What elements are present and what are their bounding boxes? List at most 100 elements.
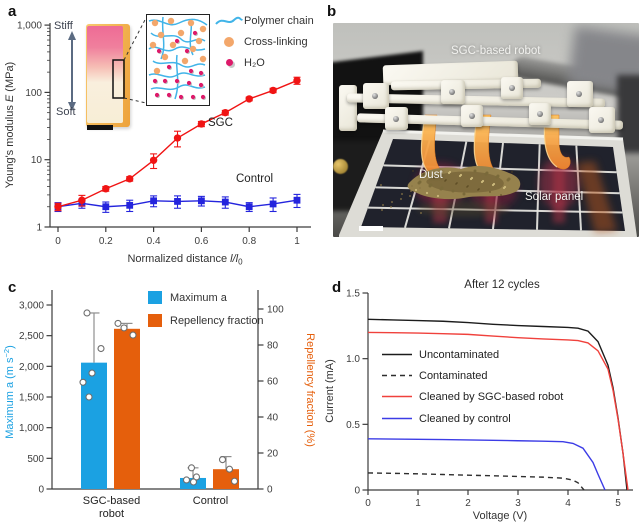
svg-text:4: 4 (565, 498, 571, 509)
bar-chart: 0 500 1,000 1,500 2,000 2,500 3,000 0 20 40 60 80 10… (2, 290, 316, 520)
svg-text:Maximum a (m s−2): Maximum a (m s−2) (2, 345, 16, 439)
polymer-network-inset-box (146, 14, 210, 106)
screw-icon (508, 85, 515, 92)
screw-icon (372, 92, 379, 99)
panel-d: 0 1 2 3 4 5 0 0.5 1.0 1.5 After 12 cycles Voltage (… (320, 270, 640, 523)
clamp-cube (567, 81, 593, 107)
svg-text:Young's modulus E (MPa): Young's modulus E (MPa) (4, 62, 16, 188)
svg-text:1.0: 1.0 (346, 354, 360, 365)
svg-text:1.5: 1.5 (346, 289, 360, 300)
legend-label-maximum-a: Maximum a (170, 291, 227, 304)
panel-c-label: c (8, 279, 17, 296)
legend-row-cross-linking: Cross-linking (214, 31, 314, 52)
svg-text:0: 0 (365, 498, 371, 509)
svg-text:0.6: 0.6 (194, 236, 208, 247)
svg-text:3: 3 (515, 498, 521, 509)
svg-text:1: 1 (415, 498, 421, 509)
svg-text:100: 100 (25, 88, 42, 99)
legend-row-polymer-chain: Polymer chain (214, 10, 314, 31)
svg-text:60: 60 (267, 377, 279, 388)
screw-icon (449, 89, 456, 96)
svg-text:80: 80 (267, 341, 279, 352)
cross-linking-icon (224, 36, 234, 47)
panel-c: 0 500 1,000 1,500 2,000 2,500 3,000 0 20 40 60 80 10… (0, 270, 330, 523)
svg-text:2,500: 2,500 (19, 331, 44, 342)
scale-bar (359, 226, 383, 231)
panel-b-label: b (327, 3, 337, 20)
svg-text:2,000: 2,000 (19, 362, 44, 373)
gel-pink-gradient (87, 26, 123, 123)
photo-sgc-robot-on-solar-panel: SGC-based robot Dust Solar panel (333, 23, 639, 237)
robot-frame-left-bracket (339, 85, 357, 131)
svg-text:10: 10 (31, 155, 43, 166)
svg-text:Cleaned by SGC-based robot: Cleaned by SGC-based robot (419, 391, 563, 403)
svg-text:0: 0 (38, 485, 44, 496)
photo-label-solar-panel: Solar panel (525, 191, 584, 203)
svg-text:Contaminated: Contaminated (419, 370, 488, 382)
svg-text:500: 500 (27, 454, 44, 465)
svg-text:100: 100 (267, 305, 284, 316)
legend-row-repellency: Repellency fraction (148, 309, 264, 332)
screw-icon (598, 116, 605, 123)
legend-label-repellency: Repellency fraction (170, 314, 264, 327)
svg-text:Current (mA): Current (mA) (324, 359, 336, 423)
svg-text:5: 5 (615, 498, 621, 509)
clamp-cube (385, 107, 408, 130)
solar-panel-strips-dust-art (339, 114, 637, 237)
svg-text:0.2: 0.2 (99, 236, 113, 247)
svg-text:1,500: 1,500 (19, 393, 44, 404)
svg-text:1,000: 1,000 (17, 21, 42, 32)
clamp-cube (589, 107, 615, 133)
svg-text:robot: robot (99, 508, 124, 520)
clamp-cube (441, 80, 465, 104)
panel-a-label: a (8, 3, 17, 20)
svg-text:Control: Control (193, 495, 228, 507)
svg-text:Normalized distance l/l0: Normalized distance l/l0 (127, 253, 243, 267)
svg-text:0: 0 (267, 485, 273, 496)
svg-text:1: 1 (294, 236, 300, 247)
polymer-network-art (148, 16, 208, 100)
polymer-chain-icon (214, 15, 244, 27)
legend-row-h2o: H₂O (214, 52, 314, 73)
svg-text:Uncontaminated: Uncontaminated (419, 349, 499, 361)
legend-label-h2o: H₂O (244, 56, 265, 69)
panel-a: 1 10 100 1,000 0 0.2 0.4 0.6 0.8 1 Normalized dist… (0, 0, 330, 270)
svg-text:0: 0 (55, 236, 61, 247)
svg-text:Control: Control (236, 173, 273, 185)
brass-knob (333, 159, 348, 174)
soft-label: Soft (56, 106, 76, 118)
legend-row-maximum-a: Maximum a (148, 286, 264, 309)
modulus-chart: 1 10 100 1,000 0 0.2 0.4 0.6 0.8 1 Normalized dist… (4, 21, 311, 267)
svg-text:Voltage (V): Voltage (V) (473, 510, 527, 522)
svg-text:0.8: 0.8 (242, 236, 256, 247)
inset-legend: Polymer chain Cross-linking H₂O (214, 10, 314, 73)
svg-text:0.5: 0.5 (346, 420, 360, 431)
photo-label-robot: SGC-based robot (451, 45, 541, 57)
panel-d-label: d (332, 279, 342, 296)
clamp-cube (461, 105, 483, 127)
svg-text:40: 40 (267, 413, 279, 424)
svg-text:SGC-based: SGC-based (83, 495, 140, 507)
clamp-cube (529, 103, 551, 125)
svg-text:0.4: 0.4 (147, 236, 161, 247)
dark-machine-right-edge (617, 75, 639, 153)
svg-text:After 12 cycles: After 12 cycles (464, 279, 540, 291)
h2o-icon (225, 59, 233, 66)
bar-chart-legend: Maximum a Repellency fraction (148, 286, 264, 332)
photo-label-dust: Dust (419, 169, 443, 181)
legend-label-polymer-chain: Polymer chain (244, 14, 314, 27)
stiff-label: Stiff (54, 20, 73, 32)
svg-text:SGC: SGC (208, 117, 233, 129)
legend-label-cross-linking: Cross-linking (244, 35, 308, 48)
svg-text:Cleaned by control: Cleaned by control (419, 413, 511, 425)
screw-icon (468, 113, 475, 120)
svg-text:Repellency fraction (%): Repellency fraction (%) (304, 333, 316, 447)
svg-text:3,000: 3,000 (19, 301, 44, 312)
svg-text:0: 0 (354, 486, 360, 497)
screw-icon (536, 111, 543, 118)
svg-text:1,000: 1,000 (19, 423, 44, 434)
screw-icon (393, 115, 400, 122)
legend-swatch-repellency (148, 314, 162, 327)
panel-b: b SGC-based robot Dust Solar panel (320, 0, 640, 270)
